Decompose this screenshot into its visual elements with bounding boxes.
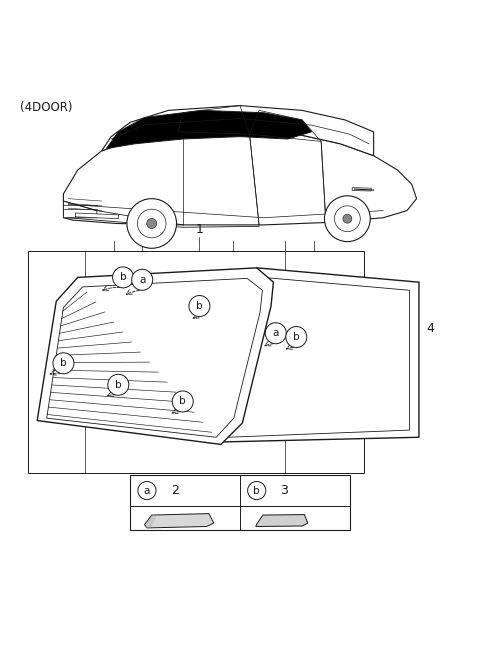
- Text: 3: 3: [281, 484, 288, 497]
- Circle shape: [324, 196, 370, 242]
- Circle shape: [343, 214, 352, 223]
- Text: a: a: [273, 328, 279, 338]
- Text: (4DOOR): (4DOOR): [21, 101, 73, 114]
- Text: b: b: [180, 396, 186, 407]
- Polygon shape: [218, 268, 419, 442]
- Text: 4: 4: [426, 322, 434, 335]
- Text: a: a: [139, 275, 145, 285]
- Polygon shape: [47, 278, 263, 438]
- Text: b: b: [115, 380, 121, 390]
- Circle shape: [172, 391, 193, 412]
- Circle shape: [265, 323, 286, 344]
- Circle shape: [108, 374, 129, 395]
- Circle shape: [113, 267, 133, 288]
- Circle shape: [138, 481, 156, 500]
- Polygon shape: [144, 514, 214, 528]
- Polygon shape: [228, 277, 409, 438]
- Text: b: b: [293, 332, 300, 342]
- Text: b: b: [196, 301, 203, 311]
- Circle shape: [132, 269, 153, 290]
- Circle shape: [147, 219, 157, 229]
- Polygon shape: [107, 110, 312, 149]
- Polygon shape: [75, 213, 118, 219]
- Polygon shape: [256, 515, 308, 527]
- Text: b: b: [253, 485, 260, 496]
- Circle shape: [248, 481, 266, 500]
- Circle shape: [53, 353, 74, 374]
- Text: 1: 1: [195, 223, 204, 236]
- Circle shape: [127, 198, 177, 248]
- Polygon shape: [102, 105, 373, 156]
- Polygon shape: [37, 268, 274, 445]
- Text: b: b: [60, 358, 67, 368]
- Text: 2: 2: [171, 484, 179, 497]
- Text: b: b: [120, 272, 126, 282]
- Polygon shape: [63, 201, 97, 217]
- Circle shape: [189, 295, 210, 316]
- Polygon shape: [63, 130, 417, 225]
- Text: a: a: [144, 485, 150, 496]
- Circle shape: [286, 327, 307, 348]
